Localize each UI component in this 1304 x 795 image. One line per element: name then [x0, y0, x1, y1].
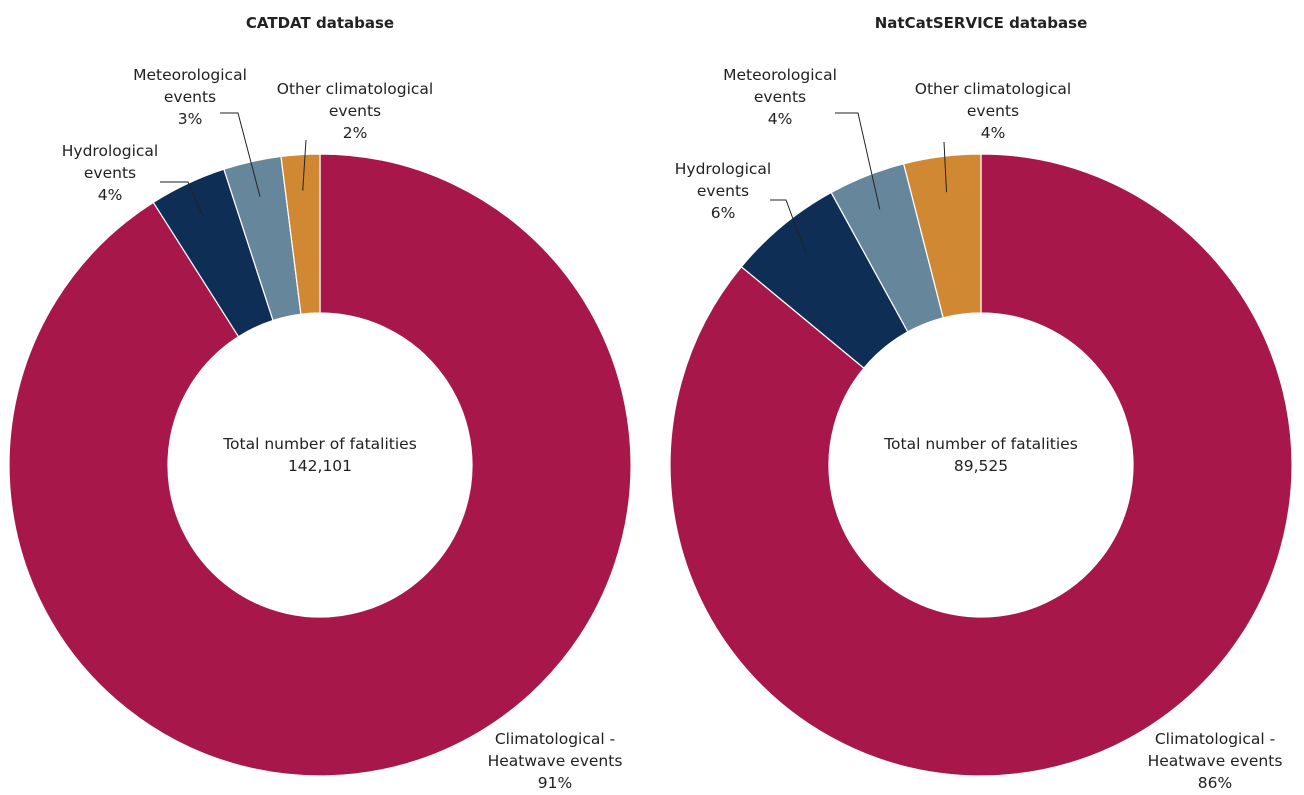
leader-line [220, 112, 261, 197]
value-label: 91% [537, 774, 573, 792]
slice-label: Hydrological events 6% [658, 158, 788, 224]
leader-line [302, 139, 307, 191]
center-label: Total number of fatalities 89,525 [841, 433, 1121, 477]
value-label: 3% [177, 110, 203, 128]
leader-line [770, 199, 807, 254]
leader-line [943, 141, 948, 193]
center-label: Total number of fatalities 142,101 [180, 433, 460, 477]
value-label: 4% [767, 110, 793, 128]
value-label: 2% [342, 124, 368, 142]
category-label: Meteorological events [723, 66, 837, 106]
category-label: Hydrological events [674, 160, 772, 200]
center-text: Total number of fatalities [884, 435, 1078, 453]
donut-slice [280, 153, 321, 315]
slice-label: Other climatological events 4% [898, 78, 1088, 144]
donut-slice [902, 153, 982, 319]
donut-slice [669, 153, 1293, 777]
center-value: 142,101 [287, 457, 353, 475]
value-label: 86% [1197, 774, 1233, 792]
slice-label: Meteorological events 3% [115, 64, 265, 130]
value-label: 6% [710, 204, 736, 222]
center-value: 89,525 [953, 457, 1009, 475]
category-label: Hydrological events [61, 142, 159, 182]
category-label: Climatological - Heatwave events [1147, 730, 1283, 770]
value-label: 4% [97, 186, 123, 204]
leader-line [160, 181, 204, 217]
slice-label: Climatological - Heatwave events 86% [1135, 728, 1295, 794]
center-text: Total number of fatalities [223, 435, 417, 453]
category-label: Other climatological events [914, 80, 1072, 120]
donut-slice [8, 153, 632, 777]
slice-label: Meteorological events 4% [705, 64, 855, 130]
value-label: 4% [980, 124, 1006, 142]
chart-title: NatCatSERVICE database [874, 14, 1088, 32]
chart-title: CATDAT database [245, 14, 395, 32]
slice-label: Climatological - Heatwave events 91% [475, 728, 635, 794]
slice-label: Hydrological events 4% [45, 140, 175, 206]
category-label: Climatological - Heatwave events [487, 730, 623, 770]
category-label: Meteorological events [133, 66, 247, 106]
category-label: Other climatological events [276, 80, 434, 120]
slice-label: Other climatological events 2% [260, 78, 450, 144]
leader-line [835, 112, 881, 210]
